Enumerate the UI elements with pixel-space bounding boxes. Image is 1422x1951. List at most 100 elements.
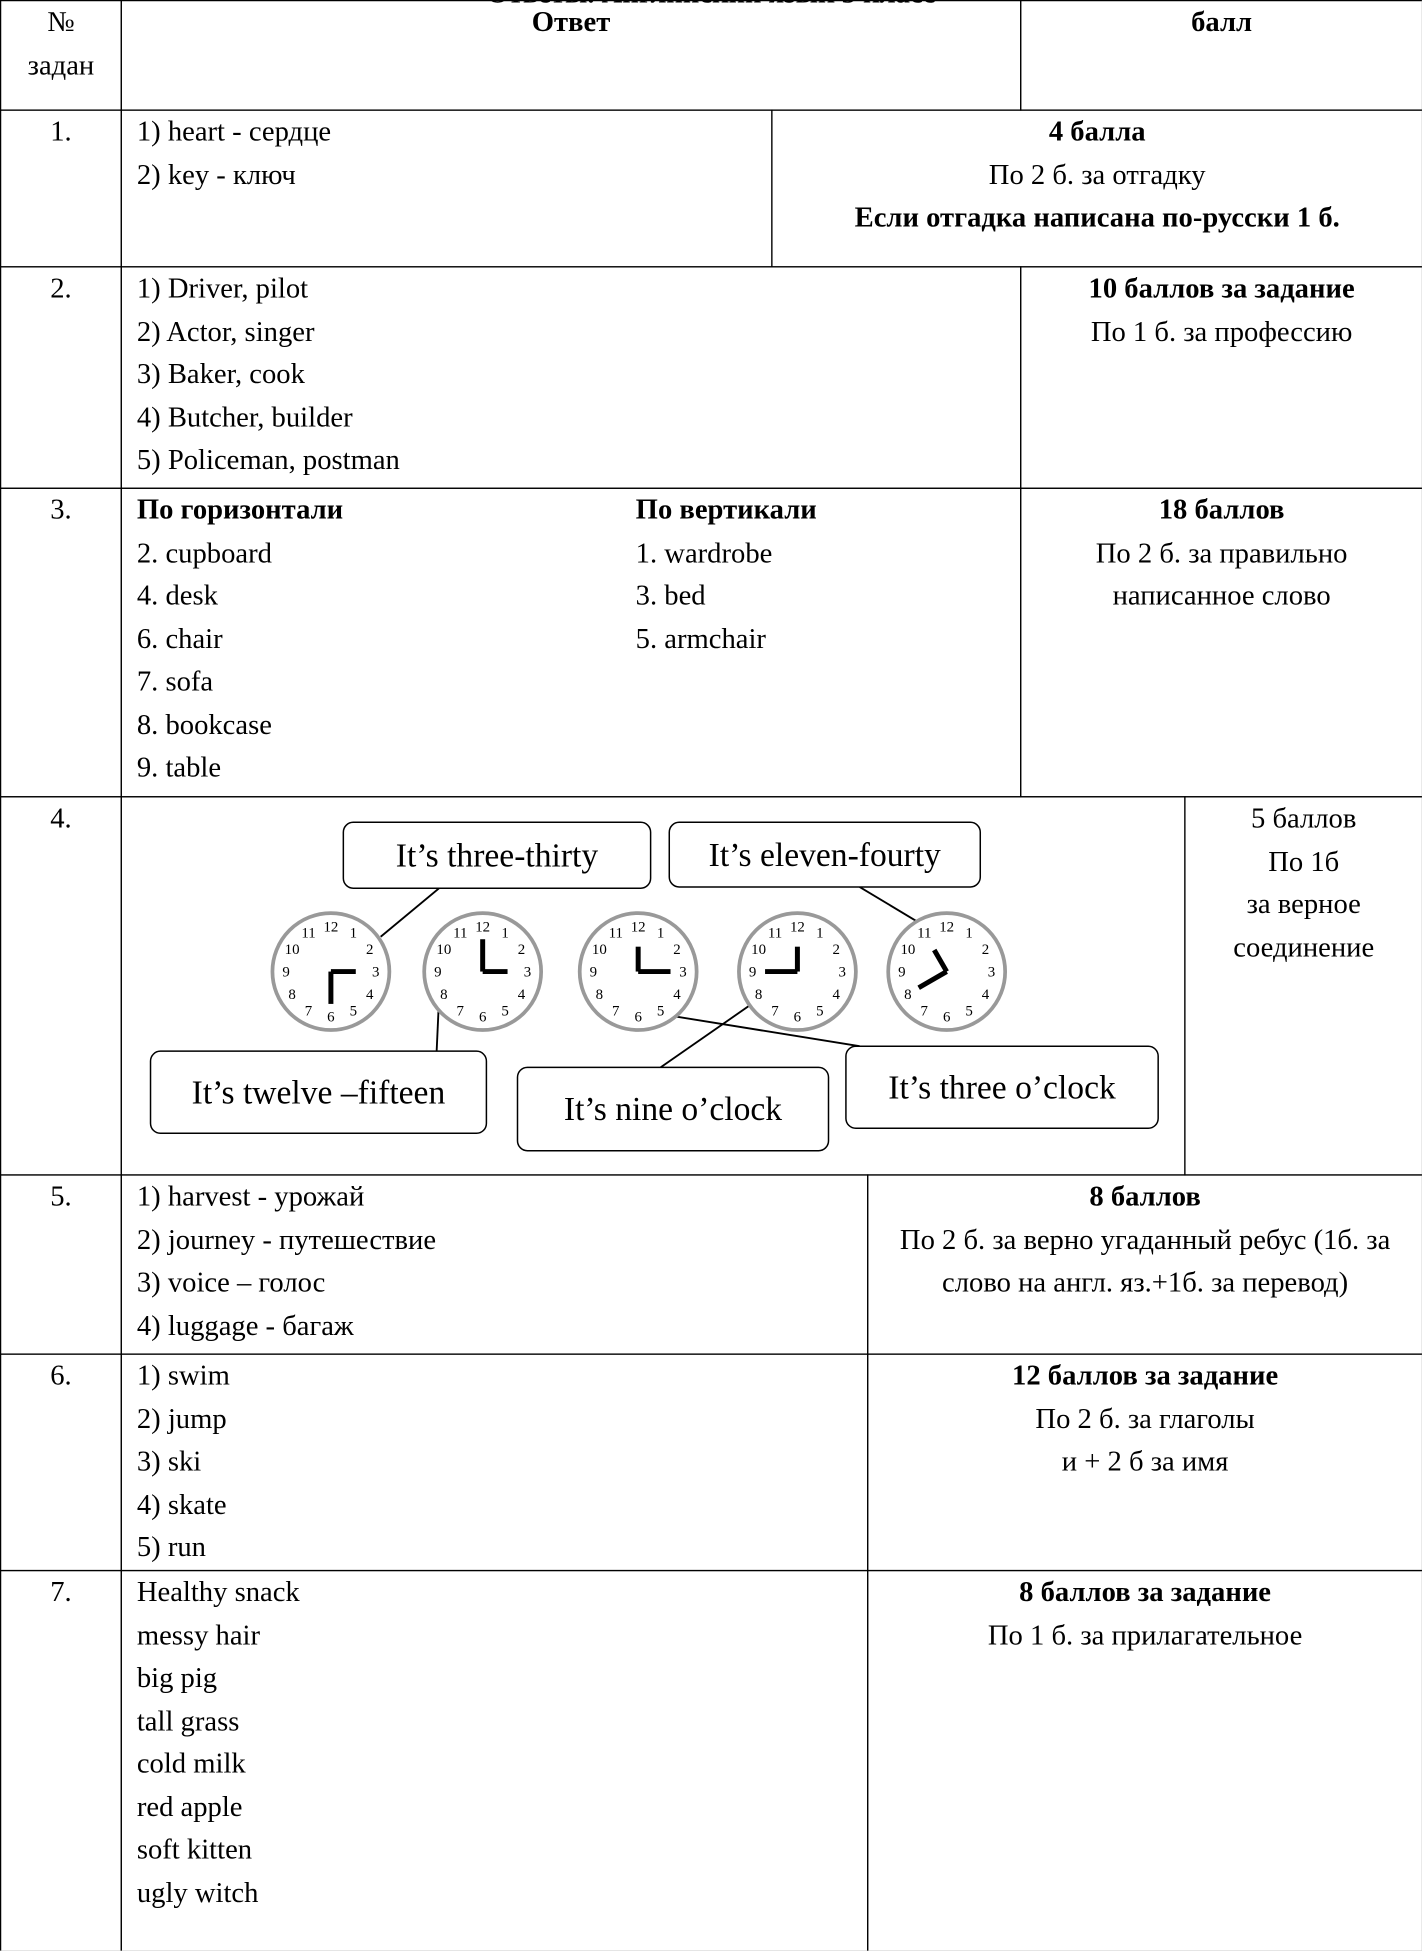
clock-number: 4 <box>982 987 990 1003</box>
clock-number: 10 <box>900 942 915 958</box>
score-line: По 1 б. за прилагательное <box>987 1619 1303 1651</box>
clock-number: 9 <box>282 965 289 981</box>
task-number-cell: 5. <box>0 1174 122 1355</box>
answer-line: 1. wardrobe <box>635 536 773 568</box>
clock-number: 10 <box>436 942 451 958</box>
score-cell: 8 баллов По 2 б. за верно угаданный ребус… <box>867 1174 1422 1355</box>
clock-number: 7 <box>305 1003 313 1019</box>
task-number: 5. <box>50 1180 72 1212</box>
answer-cell: 12 1 2 3 4 5 6 7 8 9 10 11 12 1 2 3 4 5 6 7 8 9 10 11 12 1 2 3 4 5 6 7 8… <box>120 796 1186 1176</box>
connector <box>380 887 440 938</box>
score-lines: 10 баллов за задание По 1 б. за профессию <box>1021 267 1422 353</box>
score-cell: 4 балла По 2 б. за отгадку Если отгадка на… <box>771 109 1422 268</box>
clock-number: 3 <box>988 965 995 981</box>
speech-text: It’s nine o’clock <box>564 1091 782 1128</box>
clock-number: 5 <box>501 1003 508 1019</box>
score-line: 10 баллов за задание <box>1088 272 1355 304</box>
clock-number: 11 <box>917 926 931 942</box>
answer-line: 6. chair <box>136 622 223 654</box>
score-line: По 1 б. за профессию <box>1090 315 1353 347</box>
answer-cell: Healthy snack messy hair big pig tall grass… <box>120 1569 869 1951</box>
score-cell: 10 баллов за задание По 1 б. за профессию <box>1020 266 1422 489</box>
clock-number: 3 <box>838 965 845 981</box>
clock-number: 9 <box>434 965 441 981</box>
clock-number: 11 <box>453 926 467 942</box>
answer-cell: 1) Driver, pilot 2) Actor, singer 3) Baker… <box>120 266 1022 489</box>
score-line: 18 баллов <box>1158 493 1285 525</box>
answer-line: 8. bookcase <box>136 708 272 740</box>
clock-number: 2 <box>366 942 373 958</box>
clock-number: 12 <box>323 920 338 936</box>
answer-line: tall grass <box>136 1704 240 1737</box>
answer-line: 3) Baker, cook <box>136 358 305 390</box>
score-cell: 8 баллов за задание По 1 б. за прилагател… <box>867 1569 1422 1951</box>
header-num-cell: № задан <box>0 0 122 111</box>
clock-number: 9 <box>590 965 597 981</box>
clock-number: 1 <box>501 926 508 942</box>
task-number: 1. <box>50 115 72 147</box>
answer-line: По горизонтали <box>136 493 344 525</box>
title: Ответы. Английский язык 5 класс <box>0 0 1422 12</box>
clock-number: 7 <box>457 1003 465 1019</box>
answer-line: 1) Driver, pilot <box>136 272 309 304</box>
answer-line: 3. bed <box>635 579 706 611</box>
score-cell: 18 баллов По 2 б. за правильно написанное… <box>1020 487 1422 798</box>
answer-line: 2) jump <box>136 1402 227 1434</box>
clock-number: 12 <box>475 920 490 936</box>
header-text: № <box>47 6 75 38</box>
score-line: По 2 б. за глаголы <box>1035 1402 1255 1434</box>
task-number-cell: 1. <box>0 109 122 268</box>
score-cell: 12 баллов за задание По 2 б. за глаголы и … <box>867 1353 1422 1572</box>
clock-number: 4 <box>673 987 681 1003</box>
answer-line: ugly witch <box>136 1876 259 1908</box>
task-number: 7. <box>50 1576 72 1608</box>
answer-line: 2. cupboard <box>136 536 272 568</box>
clock-number: 5 <box>350 1003 357 1019</box>
score-line: По 1б <box>1268 845 1340 877</box>
task-number-cell: 6. <box>0 1353 122 1572</box>
clock-number: 6 <box>794 1009 802 1025</box>
connector <box>666 1014 860 1048</box>
task-number-cell: 3. <box>0 487 122 798</box>
clock-number: 1 <box>350 926 357 942</box>
clock-number: 9 <box>898 965 905 981</box>
header-answer-cell: Ответ <box>120 0 1022 111</box>
answer-cell: По горизонтали 2. cupboard 4. desk 6. chair… <box>120 487 1022 798</box>
score-lines: 8 баллов за задание По 1 б. за прилагател… <box>868 1571 1422 1657</box>
answer-line: Healthy snack <box>136 1576 300 1608</box>
speech-text: It’s three o’clock <box>888 1069 1116 1106</box>
answer-cell: 1) harvest - урожай 2) journey - путешест… <box>120 1174 869 1355</box>
answer-lines: Healthy snack messy hair big pig tall grass… <box>122 1571 867 1914</box>
score-line: и + 2 б за имя <box>1061 1445 1229 1477</box>
answer-line: messy hair <box>136 1619 261 1651</box>
clock-number: 4 <box>518 987 526 1003</box>
task-number-cell: 2. <box>0 266 122 489</box>
speech-text: It’s three-thirty <box>396 837 599 874</box>
speech-text: It’s twelve –fifteen <box>192 1074 446 1111</box>
clock-number: 2 <box>832 942 839 958</box>
clock-number: 11 <box>609 926 623 942</box>
answer-line: 3) voice – голос <box>136 1266 326 1298</box>
clock-number: 1 <box>965 926 972 942</box>
clock-number: 10 <box>592 942 607 958</box>
score-lines: 4 балла По 2 б. за отгадку Если отгадка на… <box>773 111 1422 240</box>
answer-line: 2) Actor, singer <box>136 315 315 347</box>
score-line: за верное <box>1246 888 1361 920</box>
clock-number: 11 <box>768 926 782 942</box>
clock-hand <box>932 948 949 973</box>
score-lines: 12 баллов за задание По 2 б. за глаголы и … <box>868 1355 1422 1484</box>
answer-line: 1) harvest - урожай <box>136 1180 365 1212</box>
answer-line: 4) luggage - багаж <box>136 1309 354 1341</box>
answer-lines: 1) heart - сердце 2) key - ключ <box>122 111 771 197</box>
clock-number: 6 <box>943 1009 951 1025</box>
answer-line: big pig <box>136 1661 218 1694</box>
answer-line: 4) skate <box>136 1488 227 1520</box>
score-line: 8 баллов <box>1089 1180 1201 1212</box>
answer-line: 5. armchair <box>635 622 766 654</box>
answer-line: 1) swim <box>136 1359 230 1391</box>
connector <box>660 995 764 1069</box>
score-lines: 5 баллов По 1б за верное соединение <box>1186 797 1422 969</box>
